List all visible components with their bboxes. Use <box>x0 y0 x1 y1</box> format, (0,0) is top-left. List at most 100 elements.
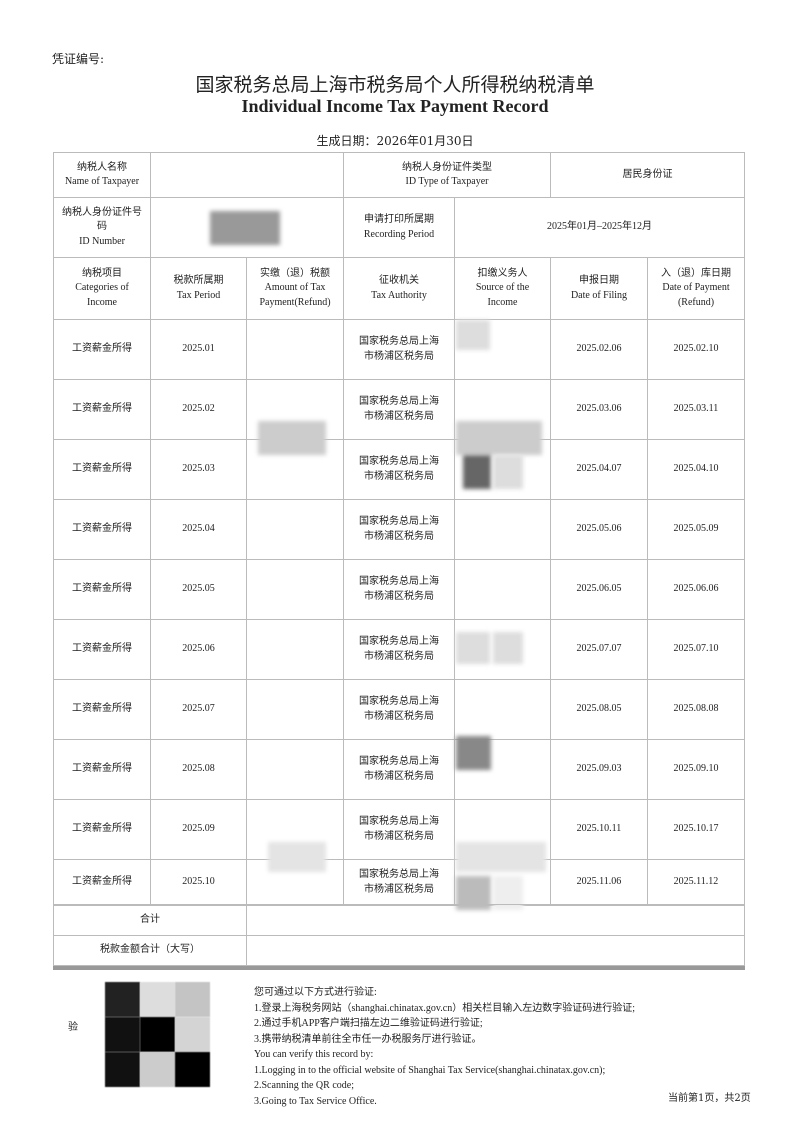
verify-line: 1.登录上海税务网站（shanghai.chinatax.gov.cn）相关栏目… <box>254 1002 635 1014</box>
column-header: 征收机关 Tax Authority <box>343 257 455 320</box>
total-words-label: 税款金额合计（大写） <box>53 935 247 966</box>
cell-period: 2025.07 <box>150 679 247 740</box>
cell-filing: 2025.08.05 <box>550 679 648 740</box>
redacted-block <box>456 320 490 350</box>
column-header: 纳税项目 Categories of Income <box>53 257 151 320</box>
redacted-block <box>456 736 491 770</box>
cell-payment: 2025.04.10 <box>647 439 745 500</box>
cell-payment: 2025.02.10 <box>647 319 745 380</box>
name-value <box>150 152 344 198</box>
cell-source <box>454 499 551 560</box>
column-header: 申报日期 Date of Filing <box>550 257 648 320</box>
cell-source <box>454 559 551 620</box>
redacted-block <box>456 421 542 455</box>
cell-payment: 2025.11.12 <box>647 859 745 906</box>
cell-period: 2025.08 <box>150 739 247 800</box>
verification-instructions: 您可通过以下方式进行验证: 1.登录上海税务网站（shanghai.chinata… <box>254 985 635 1109</box>
cell-amount <box>246 619 344 680</box>
qr-code[interactable] <box>105 982 210 1087</box>
cell-filing: 2025.11.06 <box>550 859 648 906</box>
total-words-value <box>246 935 745 966</box>
column-header: 扣缴义务人 Source of the Income <box>454 257 551 320</box>
cell-authority: 国家税务总局上海市杨浦区税务局 <box>343 319 455 380</box>
id-type-label: 纳税人身份证件类型 ID Type of Taxpayer <box>343 152 551 198</box>
cell-filing: 2025.06.05 <box>550 559 648 620</box>
cell-period: 2025.04 <box>150 499 247 560</box>
redacted-block <box>258 421 326 455</box>
cell-authority: 国家税务总局上海市杨浦区税务局 <box>343 799 455 860</box>
cell-payment: 2025.07.10 <box>647 619 745 680</box>
cell-amount <box>246 679 344 740</box>
recording-period-label: 申请打印所属期 Recording Period <box>343 197 455 258</box>
cell-period: 2025.06 <box>150 619 247 680</box>
total-label: 合计 <box>53 904 247 936</box>
cell-period: 2025.03 <box>150 439 247 500</box>
cell-period: 2025.09 <box>150 799 247 860</box>
cell-category: 工资薪金所得 <box>53 859 151 906</box>
title-english: Individual Income Tax Payment Record <box>241 96 549 116</box>
cell-authority: 国家税务总局上海市杨浦区税务局 <box>343 619 455 680</box>
cell-payment: 2025.03.11 <box>647 379 745 440</box>
cell-payment: 2025.08.08 <box>647 679 745 740</box>
divider <box>53 966 745 970</box>
cell-period: 2025.01 <box>150 319 247 380</box>
cell-filing: 2025.04.07 <box>550 439 648 500</box>
cell-payment: 2025.09.10 <box>647 739 745 800</box>
page-number: 当前第1页，共2页 <box>668 1093 751 1104</box>
cell-category: 工资薪金所得 <box>53 739 151 800</box>
cell-filing: 2025.10.11 <box>550 799 648 860</box>
verify-line: 2.Scanning the QR code; <box>254 1080 354 1091</box>
verify-line: 3.Going to Tax Service Office. <box>254 1095 377 1107</box>
cell-authority: 国家税务总局上海市杨浦区税务局 <box>343 859 455 906</box>
column-header: 税款所属期 Tax Period <box>150 257 247 320</box>
cell-authority: 国家税务总局上海市杨浦区税务局 <box>343 499 455 560</box>
cell-payment: 2025.10.17 <box>647 799 745 860</box>
cell-category: 工资薪金所得 <box>53 619 151 680</box>
cell-filing: 2025.07.07 <box>550 619 648 680</box>
cell-category: 工资薪金所得 <box>53 799 151 860</box>
verify-line: 您可通过以下方式进行验证: <box>254 987 377 998</box>
name-label: 纳税人名称 Name of Taxpayer <box>53 152 151 198</box>
cell-authority: 国家税务总局上海市杨浦区税务局 <box>343 679 455 740</box>
verify-line: 3.携带纳税清单前往全市任一办税服务厅进行验证。 <box>254 1033 482 1045</box>
redacted-block <box>493 632 523 664</box>
redacted-block <box>463 455 491 489</box>
cell-filing: 2025.02.06 <box>550 319 648 380</box>
cell-category: 工资薪金所得 <box>53 379 151 440</box>
title-chinese: 国家税务总局上海市税务局个人所得税纳税清单 <box>195 74 595 96</box>
generation-date: 生成日期：2026年01月30日 <box>316 134 474 148</box>
cell-period: 2025.10 <box>150 859 247 906</box>
cell-filing: 2025.09.03 <box>550 739 648 800</box>
redacted-block <box>456 842 546 872</box>
cell-authority: 国家税务总局上海市杨浦区税务局 <box>343 559 455 620</box>
cell-payment: 2025.05.09 <box>647 499 745 560</box>
verify-label: 验 <box>68 1022 78 1033</box>
redacted-block <box>493 455 523 489</box>
voucher-number-label: 凭证编号: <box>52 52 105 66</box>
cell-amount <box>246 739 344 800</box>
cell-category: 工资薪金所得 <box>53 439 151 500</box>
verify-line: 2.通过手机APP客户端扫描左边二维验证码进行验证; <box>254 1018 483 1029</box>
cell-payment: 2025.06.06 <box>647 559 745 620</box>
cell-authority: 国家税务总局上海市杨浦区税务局 <box>343 439 455 500</box>
total-value <box>246 904 745 936</box>
cell-period: 2025.02 <box>150 379 247 440</box>
verify-line: You can verify this record by: <box>254 1049 374 1060</box>
cell-category: 工资薪金所得 <box>53 319 151 380</box>
redacted-block <box>268 842 326 872</box>
redacted-block <box>456 632 490 664</box>
id-number-label: 纳税人身份证件号码 ID Number <box>53 197 151 258</box>
cell-amount <box>246 499 344 560</box>
column-header: 入（退）库日期 Date of Payment (Refund) <box>647 257 745 320</box>
cell-authority: 国家税务总局上海市杨浦区税务局 <box>343 739 455 800</box>
cell-source <box>454 679 551 740</box>
cell-amount <box>246 319 344 380</box>
id-type-value: 居民身份证 <box>550 152 745 198</box>
cell-category: 工资薪金所得 <box>53 559 151 620</box>
verify-line: 1.Logging in to the official website of … <box>254 1064 606 1076</box>
redacted-id-number <box>210 211 280 245</box>
cell-filing: 2025.03.06 <box>550 379 648 440</box>
cell-category: 工资薪金所得 <box>53 499 151 560</box>
cell-period: 2025.05 <box>150 559 247 620</box>
